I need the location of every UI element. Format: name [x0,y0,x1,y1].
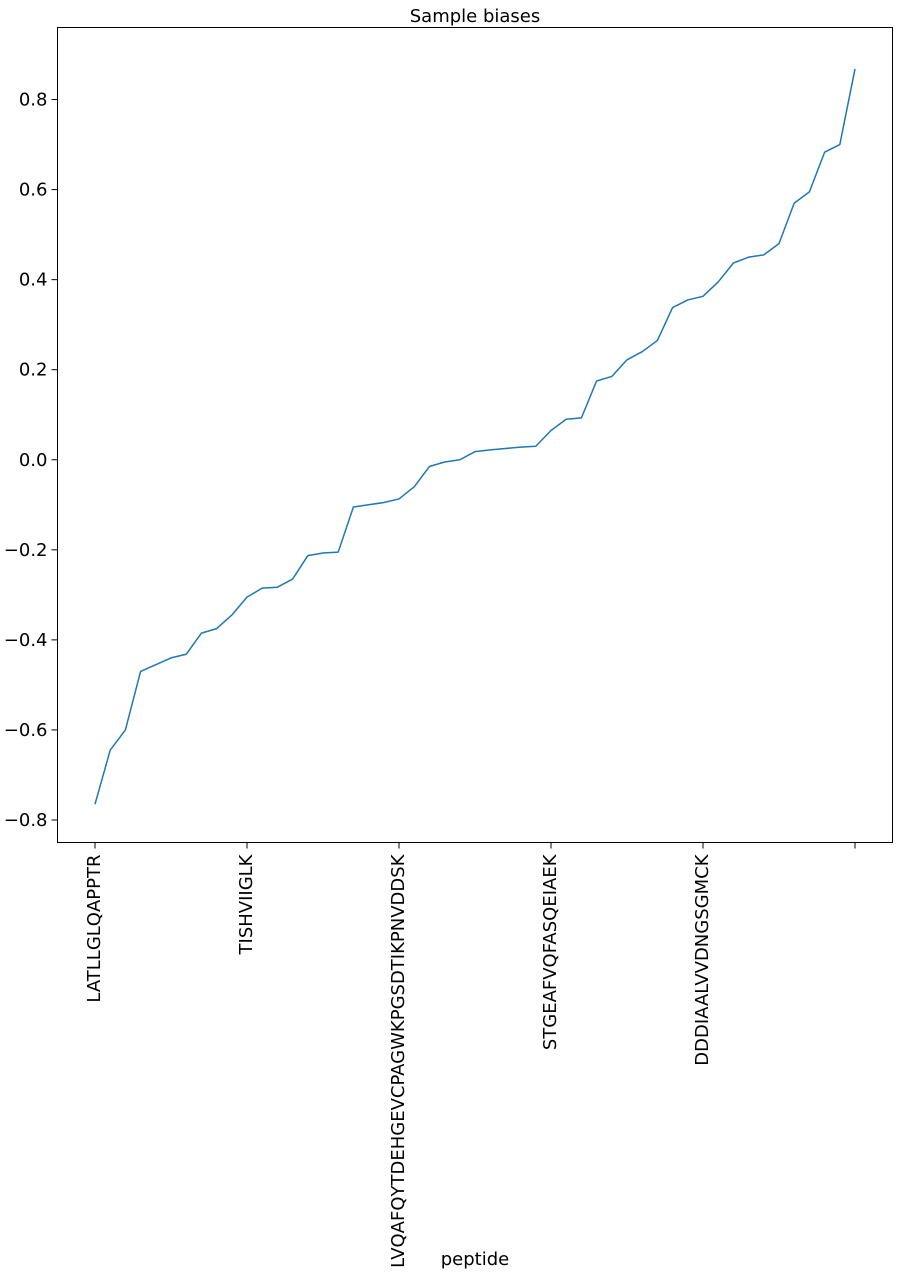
plot-frame [57,27,893,843]
y-tick-label: −0.6 [4,720,48,741]
x-tick-label: LVQAFQYTDEHGEVCPAGWKPGSDTIKPNVDDSK [388,853,409,1268]
series-layer [94,68,856,805]
x-tick-label: DDDIAALVVDNGSGMCK [692,853,713,1065]
y-tick-label: 0.8 [19,90,48,111]
x-tick-label: TISHVIIGLK [236,853,257,955]
chart-title: Sample biases [410,6,541,27]
plot-area [57,27,893,843]
y-tick-label: 0.6 [19,180,48,201]
x-tick-label: STGEAFVQFASQEIAEK [540,853,561,1050]
y-tick-label: −0.2 [4,540,48,561]
y-axis: −0.8 −0.6 −0.4 −0.2 0.0 0.2 0.4 0.6 0.8 [4,90,58,831]
x-tick-label: LATLLGLQAPPTR [84,855,105,1003]
series-line-0 [94,68,856,805]
x-axis: LATLLGLQAPPTR TISHVIIGLK LVQAFQYTDEHGEVCPA… [84,842,856,1268]
y-tick-label: 0.0 [19,450,48,471]
y-tick-label: −0.8 [4,810,48,831]
y-tick-label: −0.4 [4,630,48,651]
y-tick-label: 0.4 [19,270,48,291]
x-axis-label: peptide [441,1249,509,1270]
y-tick-label: 0.2 [19,360,48,381]
